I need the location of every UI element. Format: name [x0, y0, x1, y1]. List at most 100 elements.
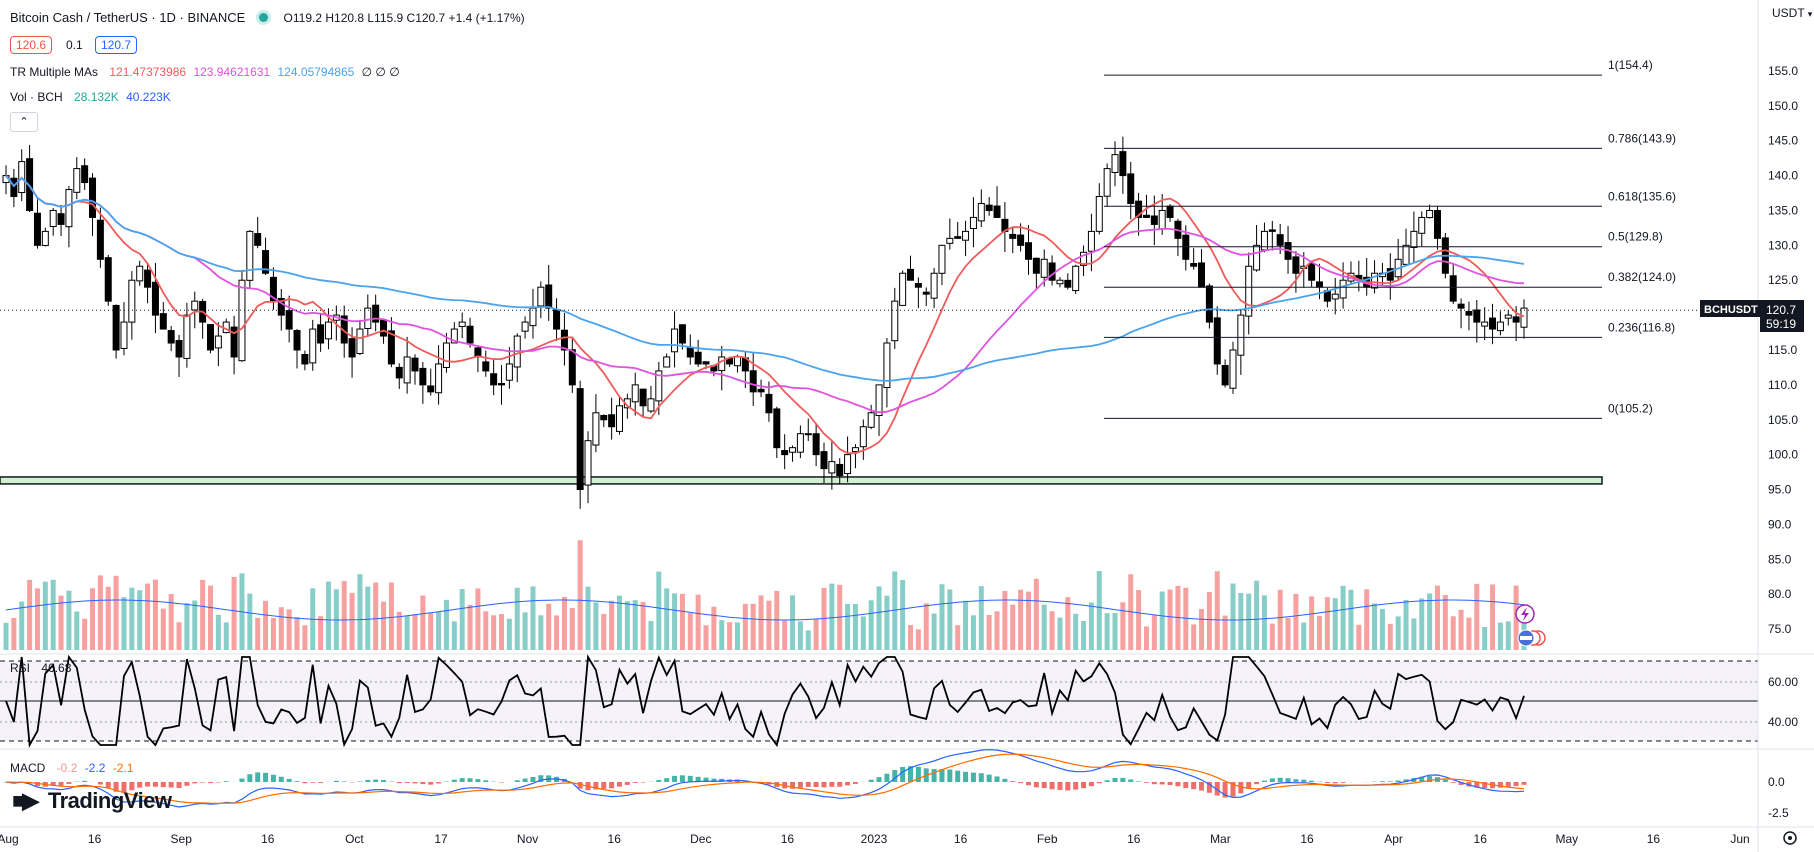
macd-histogram-bar: [994, 776, 1000, 782]
macd-histogram-bar: [318, 782, 324, 783]
market-status-icon: [258, 13, 268, 22]
candle-body: [419, 367, 427, 386]
volume-label: Vol · BCH: [10, 90, 63, 104]
gear-icon[interactable]: [1783, 831, 1797, 845]
candle-body: [663, 356, 671, 368]
macd-histogram-bar: [1269, 778, 1275, 782]
fib-level-label: 0.236(116.8): [1608, 320, 1675, 334]
macd-histogram-bar: [695, 776, 701, 782]
macd-histogram-bar: [1041, 782, 1047, 788]
candle-body: [1032, 257, 1040, 274]
volume-bar: [1277, 589, 1283, 650]
macd-histogram-bar: [286, 778, 292, 782]
volume-bar: [341, 581, 347, 650]
macd-histogram-bar: [1167, 782, 1173, 785]
fib-layer[interactable]: 1(154.4) 0.786(143.9) 0.618(135.6) 0.5(129.…: [1104, 58, 1676, 419]
currency-chevron-down-icon: ▾: [1807, 9, 1813, 19]
macd-histogram-bar: [687, 775, 693, 782]
events-icons[interactable]: [1515, 604, 1546, 647]
volume-bar: [349, 592, 355, 650]
price-tick-label: 145.0: [1768, 134, 1798, 148]
macd-histogram-bar: [184, 782, 190, 786]
candle-body: [81, 165, 89, 184]
volume-bar: [396, 611, 402, 650]
macd-histogram-bar: [263, 772, 269, 782]
candle-body: [505, 363, 513, 381]
volume-bar: [616, 595, 622, 650]
rsi-line: [5, 654, 1525, 748]
price-axis[interactable]: 155.0150.0145.0140.0135.0130.0125.0120.0…: [1768, 64, 1798, 636]
volume-value-1: 28.132K: [74, 90, 119, 104]
price-tick-label: 85.0: [1768, 552, 1792, 566]
volume-bar: [192, 600, 198, 650]
macd-histogram-bar: [797, 782, 803, 788]
volume-bar: [947, 589, 953, 650]
candle-body: [553, 309, 561, 330]
ask-price[interactable]: 120.7: [95, 36, 138, 54]
candle-body: [1245, 265, 1253, 317]
candle-body: [639, 388, 647, 407]
macd-histogram-bar: [1246, 782, 1252, 789]
macd-histogram-bar: [1010, 781, 1016, 782]
candle-body: [954, 236, 962, 239]
candle-body: [1449, 275, 1457, 302]
volume-bar: [459, 588, 465, 650]
macd-histogram-bar: [978, 773, 984, 782]
macd-histogram-bar: [475, 779, 481, 782]
candle-body: [875, 384, 883, 417]
candle-body: [733, 356, 741, 367]
candle-body: [144, 269, 152, 288]
volume-bar: [270, 617, 276, 650]
candle-body: [1024, 242, 1032, 260]
support-zone[interactable]: [0, 476, 1603, 485]
volume-bar: [1222, 615, 1228, 650]
volume-bar: [876, 586, 882, 650]
candle-body: [867, 412, 875, 428]
candle-body: [1166, 205, 1174, 218]
candles-layer: [2, 136, 1528, 509]
ma-legend-label: TR Multiple MAs: [10, 65, 99, 79]
macd-histogram-bar: [341, 781, 347, 782]
macd-histogram-bar: [1379, 781, 1385, 782]
macd-histogram-bar: [223, 781, 229, 782]
rsi-legend[interactable]: RSI 46.68: [10, 661, 71, 675]
volume-bar: [1332, 598, 1338, 650]
candle-body: [804, 433, 812, 436]
time-axis[interactable]: Aug 16 Sep 16 Oct 17 Nov 16 Dec 16 2023 16 Feb 16 Mar 1…: [0, 832, 1750, 846]
volume-legend[interactable]: Vol · BCH 28.132K 40.223K: [10, 90, 171, 104]
ohlc-values: O119.2 H120.8 L115.9 C120.7 +1.4 (+1.17%…: [283, 11, 525, 25]
currency-label[interactable]: USDT ▾: [1772, 6, 1812, 20]
time-tick-label: 16: [1474, 832, 1488, 846]
candle-body: [317, 324, 325, 344]
collapse-legend-button[interactable]: ⌃: [10, 112, 38, 132]
candle-body: [914, 283, 922, 288]
volume-bar: [1419, 598, 1425, 650]
volume-bar: [1073, 613, 1079, 650]
macd-legend[interactable]: MACD -0.2 -2.2 -2.1: [10, 761, 133, 775]
time-tick-label: Mar: [1210, 832, 1231, 846]
price-tick-label: 130.0: [1768, 238, 1798, 252]
volume-bar: [939, 584, 945, 650]
candle-body: [309, 328, 317, 364]
volume-bar: [695, 594, 701, 650]
macd-histogram-bar: [1340, 782, 1346, 783]
rsi-layer: [5, 654, 1525, 748]
symbol-title[interactable]: Bitcoin Cash / TetherUS · 1D · BINANCE: [10, 10, 246, 25]
volume-bar: [121, 597, 127, 650]
volume-bar: [868, 600, 874, 650]
volume-bar: [1403, 599, 1409, 650]
volume-bar: [1151, 615, 1157, 650]
volume-bar: [852, 603, 858, 650]
volume-bar: [1348, 589, 1354, 650]
candle-body: [1158, 209, 1166, 230]
bid-price[interactable]: 120.6: [10, 36, 53, 54]
candle-body: [1198, 262, 1206, 288]
tradingview-logo[interactable]: ■▶ TradingView: [12, 788, 172, 814]
macd-histogram-bar: [255, 772, 261, 782]
macd-histogram-bar: [451, 779, 457, 782]
candle-body: [765, 393, 773, 414]
ma-legend[interactable]: TR Multiple MAs 121.47373986 123.9462163…: [10, 65, 400, 79]
volume-bar: [931, 613, 937, 650]
candle-body: [293, 330, 301, 351]
